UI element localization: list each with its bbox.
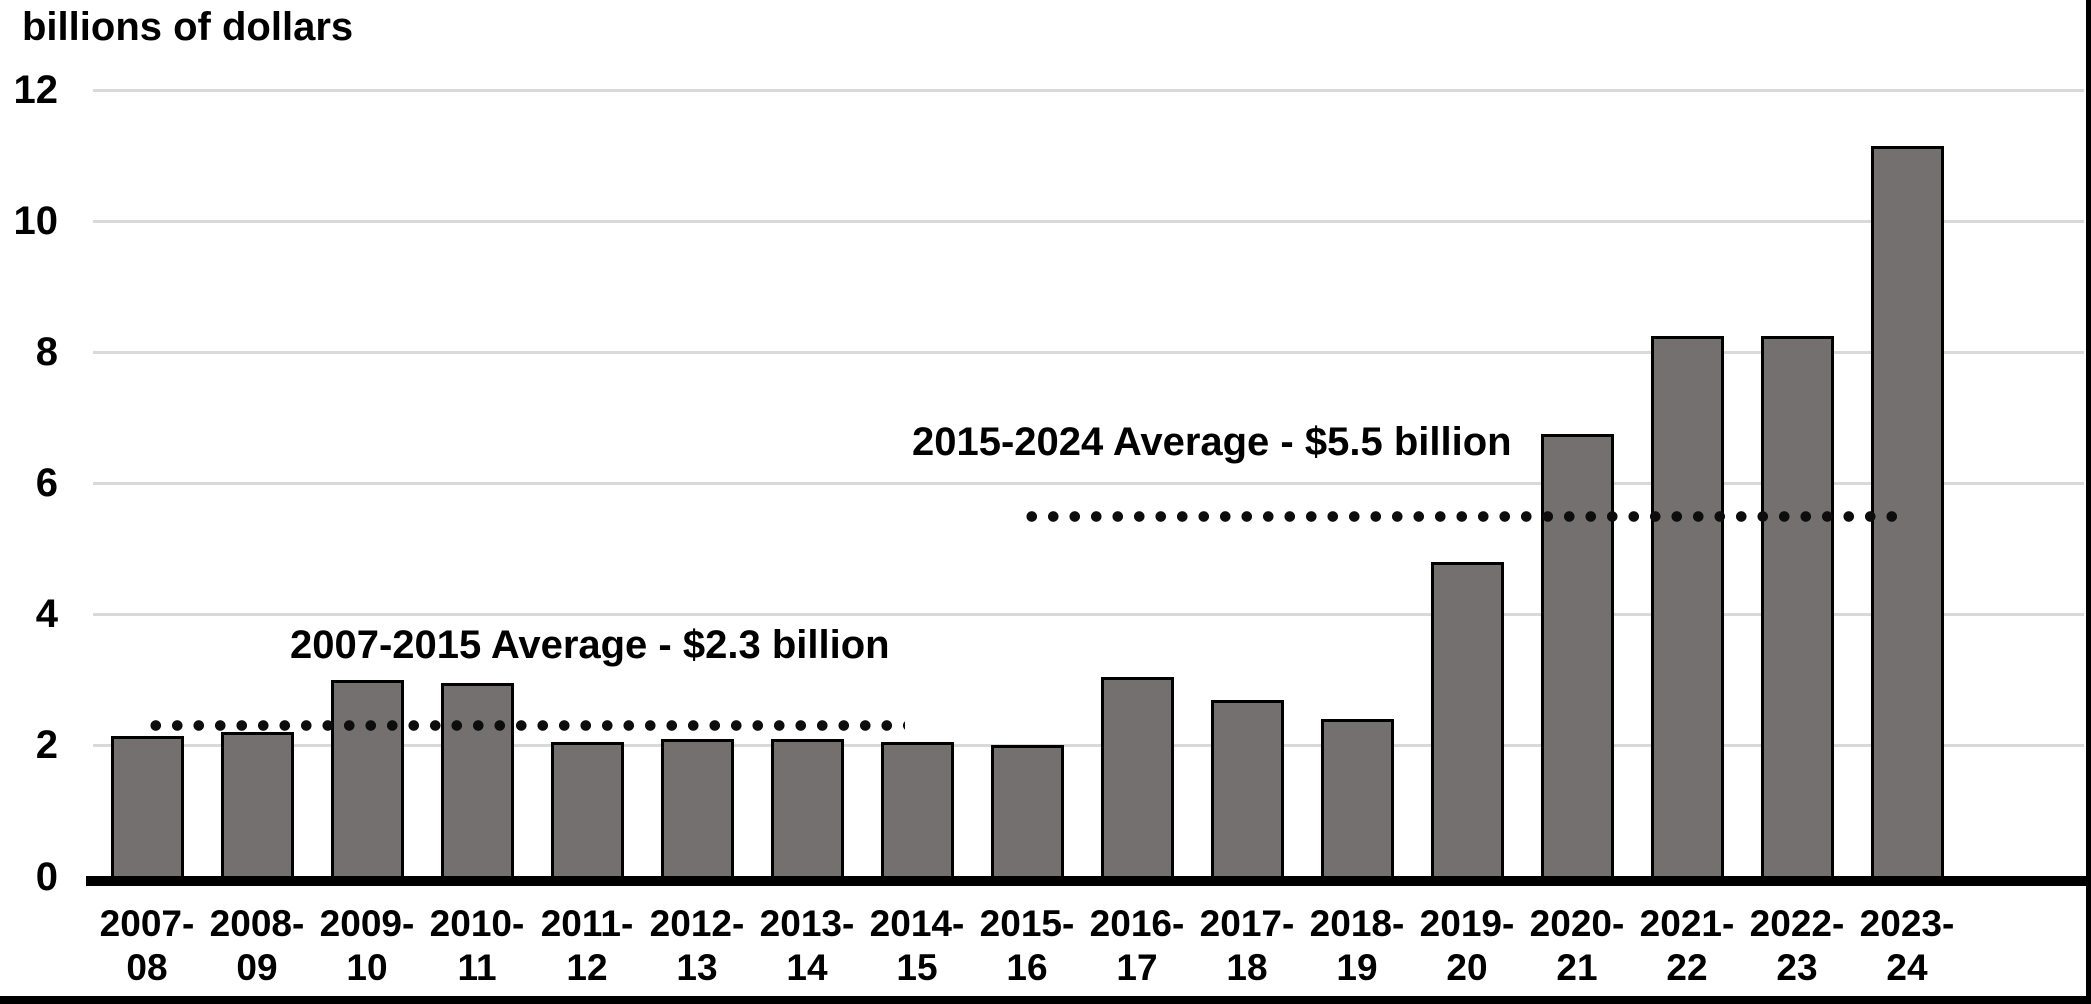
x-tick-label-2007-08: 2007- 08 [99, 903, 195, 988]
bar-2019-20 [1430, 561, 1504, 879]
average-label-2015-2024: 2015-2024 Average - $5.5 billion [912, 420, 1512, 464]
x-tick-label-2020-21: 2020- 21 [1529, 903, 1625, 988]
bar-2010-11 [440, 683, 514, 879]
x-tick-label-2011-12: 2011- 12 [540, 903, 634, 988]
x-tick-label-2014-15: 2014- 15 [869, 903, 965, 988]
y-tick-label-10: 10 [13, 199, 59, 244]
bar-2014-15 [880, 742, 954, 879]
x-tick-label-2017-18: 2017- 18 [1199, 903, 1295, 988]
x-tick-label-2010-11: 2010- 11 [429, 903, 525, 988]
gridline-y-12 [93, 88, 2084, 92]
x-tick-label-2013-14: 2013- 14 [759, 903, 855, 988]
y-tick-label-4: 4 [35, 592, 58, 637]
x-tick-label-2015-16: 2015- 16 [979, 903, 1075, 988]
gridline-y-10 [93, 219, 2084, 223]
bar-2011-12 [550, 742, 624, 879]
average-label-2007-2015: 2007-2015 Average - $2.3 billion [290, 623, 890, 667]
gridline-y-2 [93, 743, 2084, 747]
bar-2020-21 [1540, 434, 1614, 879]
y-tick-label-8: 8 [35, 330, 58, 375]
bar-2007-08 [110, 735, 184, 879]
x-tick-label-2008-09: 2008- 09 [209, 903, 305, 988]
bar-2015-16 [990, 745, 1064, 879]
x-tick-label-2009-10: 2009- 10 [319, 903, 415, 988]
bar-2022-23 [1760, 335, 1834, 879]
y-tick-label-6: 6 [35, 461, 58, 506]
bar-2016-17 [1100, 676, 1174, 879]
bar-2012-13 [660, 738, 734, 879]
gridline-y-8 [93, 350, 2084, 354]
bar-2009-10 [330, 679, 404, 879]
x-tick-label-2018-19: 2018- 19 [1309, 903, 1405, 988]
x-tick-label-2016-17: 2016- 17 [1089, 903, 1185, 988]
average-dotted-line-2015-2024 [1021, 510, 1907, 522]
x-tick-label-2012-13: 2012- 13 [649, 903, 745, 988]
bar-2013-14 [770, 738, 844, 879]
y-tick-label-2: 2 [35, 723, 58, 768]
y-tick-label-12: 12 [13, 68, 59, 113]
figure-border-right [2086, 0, 2091, 1004]
x-tick-label-2023-24: 2023- 24 [1859, 903, 1955, 988]
x-tick-label-2019-20: 2019- 20 [1419, 903, 1515, 988]
bar-2008-09 [220, 732, 294, 879]
gridline-y-4 [93, 612, 2084, 616]
y-tick-label-0: 0 [35, 854, 58, 899]
x-axis-line [86, 876, 2091, 886]
bar-2017-18 [1210, 699, 1284, 879]
figure-border-bottom [0, 996, 2091, 1004]
chart-title: billions of dollars [22, 5, 354, 49]
x-tick-label-2021-22: 2021- 22 [1639, 903, 1735, 988]
gridline-y-6 [93, 481, 2084, 485]
bar-2021-22 [1650, 335, 1724, 879]
average-dotted-line-2007-2015 [145, 720, 905, 732]
bar-2018-19 [1320, 719, 1394, 879]
x-tick-label-2022-23: 2022- 23 [1749, 903, 1845, 988]
